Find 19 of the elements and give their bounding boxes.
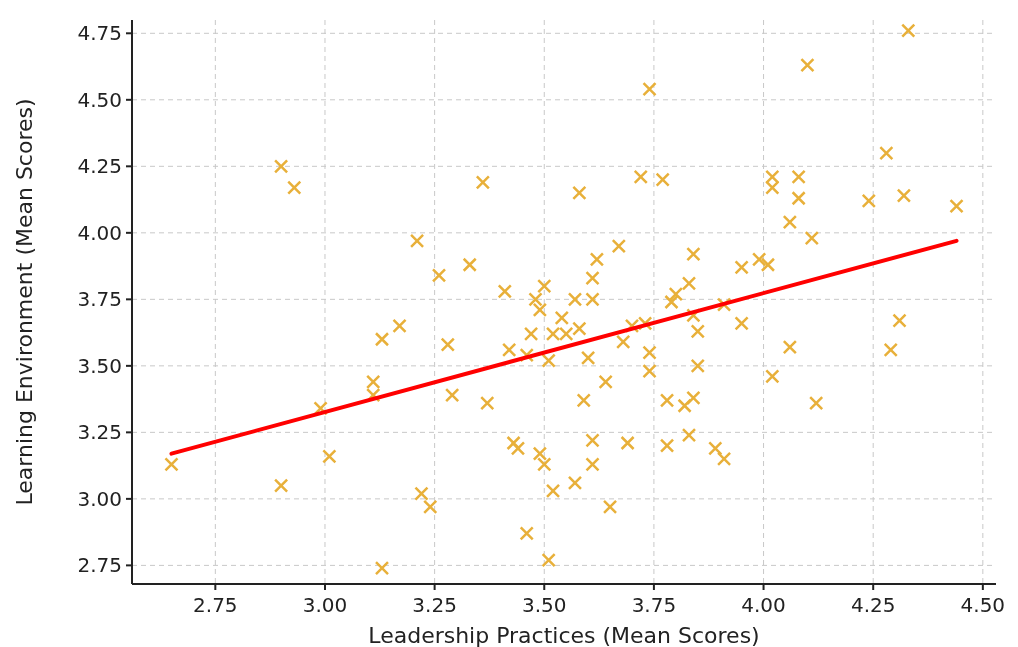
x-axis-title: Leadership Practices (Mean Scores) [368,623,760,647]
x-tick-label: 4.25 [850,593,896,617]
y-tick-label: 3.00 [77,486,122,511]
x-tick-label: 3.25 [412,593,457,617]
y-tick-label: 4.00 [77,220,122,245]
y-tick-label: 4.50 [77,87,122,112]
y-tick-label: 3.50 [77,353,122,378]
x-tick-label: 4.50 [960,593,1006,617]
y-axis-title: Learning Environment (Mean Scores) [12,98,37,506]
y-tick-label: 2.75 [77,553,122,578]
x-tick-label: 3.75 [631,593,677,617]
y-tick-label: 4.25 [77,154,122,179]
x-tick-label: 4.00 [741,593,786,617]
x-tick-label: 2.75 [193,593,238,617]
y-tick-label: 4.75 [77,21,122,46]
y-tick-label: 3.25 [77,420,122,445]
y-tick-label: 3.75 [77,287,122,312]
x-tick-label: 3.50 [522,593,567,617]
x-tick-label: 3.00 [302,593,348,617]
